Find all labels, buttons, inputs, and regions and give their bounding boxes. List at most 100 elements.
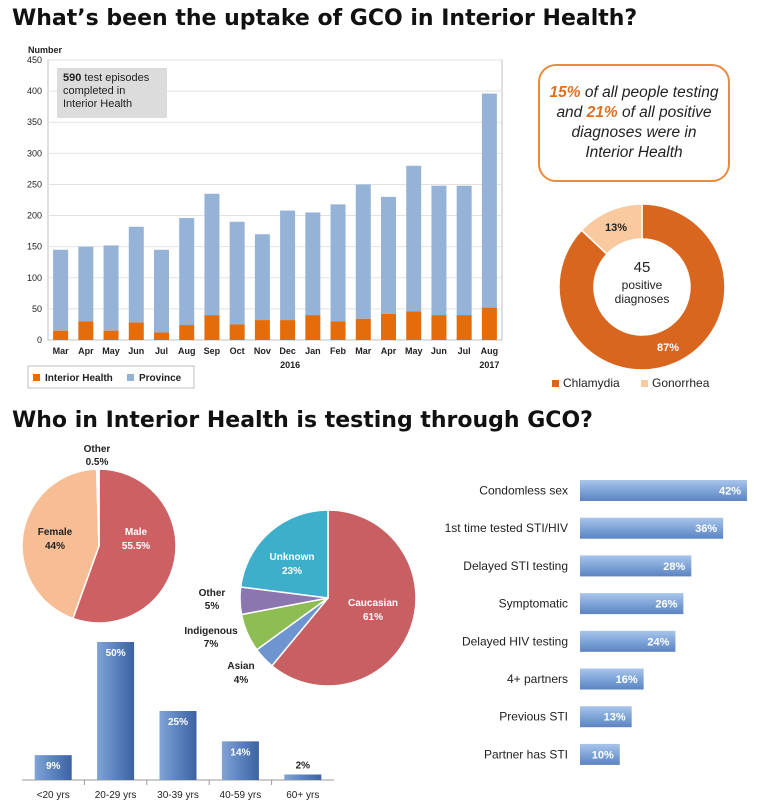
year-label-2016: 2016 xyxy=(280,360,300,370)
province-bar xyxy=(154,249,169,333)
x-tick-label: Apr xyxy=(381,346,397,356)
interior-health-bar xyxy=(128,322,144,340)
interior-health-bar xyxy=(381,313,396,340)
y-tick-label: 200 xyxy=(27,211,42,221)
chlamydia-donut-slice xyxy=(558,203,726,371)
legend-label-chlamydia: Chlamydia xyxy=(563,376,620,390)
reason-bar xyxy=(580,517,724,539)
interior-health-bar xyxy=(355,318,371,340)
unknown-label: Unknown xyxy=(270,552,315,563)
y-tick-label: 350 xyxy=(27,117,42,127)
legend-box xyxy=(27,365,195,389)
x-tick-label: Sep xyxy=(204,346,221,356)
asian-label: Asian xyxy=(227,661,254,672)
caucasian-label: Caucasian xyxy=(348,598,398,609)
reason-bar-label: 16% xyxy=(616,674,638,686)
age-bar xyxy=(221,741,259,780)
province-bar xyxy=(254,234,270,321)
province-bar xyxy=(406,165,422,312)
reason-bar xyxy=(580,630,676,652)
x-tick-label: Oct xyxy=(230,346,245,356)
province-bar xyxy=(481,93,497,308)
interior-health-bar xyxy=(78,321,94,340)
y-tick-label: 300 xyxy=(27,148,42,158)
age-category-label: 60+ yrs xyxy=(286,790,319,801)
reason-bar-label: 13% xyxy=(604,712,626,724)
province-bar xyxy=(229,221,245,325)
interior-health-bar xyxy=(280,320,296,340)
province-bar xyxy=(179,218,195,326)
interior-health-bar xyxy=(154,332,169,340)
y-tick-label: 100 xyxy=(27,273,42,283)
province-bar xyxy=(103,245,119,331)
age-category-label: 30-39 yrs xyxy=(157,790,199,801)
province-bar xyxy=(280,210,296,321)
x-tick-label: Nov xyxy=(254,346,271,356)
callout-text-b: of all positive diagnoses were in Interi… xyxy=(571,104,712,161)
test-episodes-box: 590 test episodes completed in Interior … xyxy=(57,68,167,118)
legend-swatch-province xyxy=(127,374,134,381)
legend-swatch-interior-health xyxy=(33,374,40,381)
province-bar xyxy=(431,185,447,316)
other-gender-label: Other xyxy=(84,444,111,455)
x-tick-label: Feb xyxy=(330,346,347,356)
interior-health-bar xyxy=(305,315,321,340)
reason-category-label: Partner has STI xyxy=(484,747,568,761)
callout-text-a: of all people testing and xyxy=(556,84,719,121)
other-gender-slice xyxy=(95,468,100,547)
year-label-2017: 2017 xyxy=(479,360,499,370)
reason-bar xyxy=(580,706,632,728)
chlamydia-donut-label: 87% xyxy=(657,342,679,354)
x-tick-label: Jun xyxy=(431,346,447,356)
unknown-value: 23% xyxy=(282,566,302,577)
reason-bar-label: 36% xyxy=(695,523,717,535)
caucasian-ethnicity-slice xyxy=(270,509,417,687)
interior-health-callout: 15% of all people testing and 21% of all… xyxy=(538,64,730,182)
y-axis-label: Number xyxy=(28,45,63,55)
age-bar xyxy=(34,755,72,780)
reason-bar xyxy=(580,668,644,690)
reason-bar-label: 26% xyxy=(655,599,677,611)
reason-bar xyxy=(580,555,692,577)
interior-health-bar xyxy=(229,324,245,340)
asian-value: 4% xyxy=(234,675,249,686)
female-label: Female xyxy=(38,527,73,538)
legend-label-interior-health: Interior Health xyxy=(45,373,113,384)
x-tick-label: May xyxy=(102,346,120,356)
test-episodes-text: test episodes completed in Interior Heal… xyxy=(63,72,150,110)
x-tick-label: Jun xyxy=(128,346,144,356)
interior-health-bar xyxy=(456,315,472,340)
other-ethnicity-label: Other xyxy=(199,588,226,599)
legend-swatch-gonorrhea xyxy=(641,380,648,387)
y-tick-label: 0 xyxy=(37,335,42,345)
age-bar xyxy=(97,642,135,780)
age-bar-label: 25% xyxy=(168,717,188,728)
unknown-ethnicity-slice xyxy=(239,509,329,599)
callout-pct-diagnoses: 21% xyxy=(586,104,618,121)
interior-health-bar xyxy=(179,325,195,340)
donut-center-number: 45 xyxy=(634,259,651,276)
age-bar-label: 2% xyxy=(296,760,311,771)
x-tick-label: Jul xyxy=(458,346,471,356)
x-tick-label: Mar xyxy=(53,346,70,356)
age-bar-label: 9% xyxy=(46,761,61,772)
legend-label-gonorrhea: Gonorrhea xyxy=(652,376,710,390)
other-ethnicity-value: 5% xyxy=(205,601,220,612)
province-bar xyxy=(53,249,69,331)
donut-center-text: positive xyxy=(622,278,663,292)
province-bar xyxy=(204,193,220,316)
indigenous-label: Indigenous xyxy=(184,626,238,637)
reason-bar-label: 42% xyxy=(719,486,741,498)
y-tick-label: 250 xyxy=(27,179,42,189)
callout-pct-people: 15% xyxy=(549,84,581,101)
interior-health-bar xyxy=(481,307,497,340)
y-tick-label: 400 xyxy=(27,86,42,96)
reason-category-label: Condomless sex xyxy=(479,484,568,498)
reason-bar-label: 24% xyxy=(647,636,669,648)
age-bar xyxy=(284,774,322,780)
who-heading: Who in Interior Health is testing throug… xyxy=(12,408,593,433)
reason-category-label: Delayed HIV testing xyxy=(462,634,568,648)
province-bar xyxy=(456,185,472,316)
reason-bar xyxy=(580,480,747,501)
x-tick-label: May xyxy=(405,346,423,356)
